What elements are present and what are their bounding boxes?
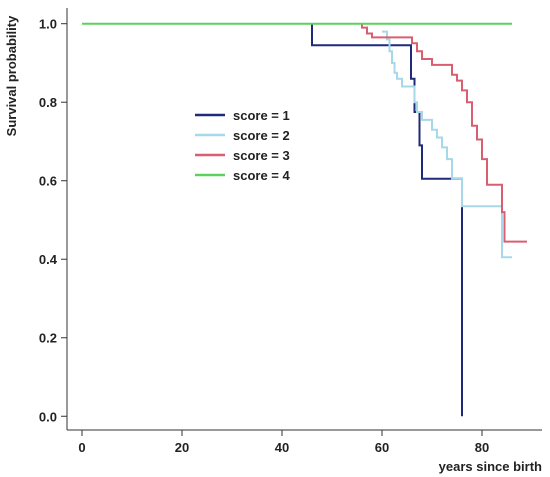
x-tick-label: 80 xyxy=(475,440,489,455)
y-axis-title: Survival probability xyxy=(4,15,19,136)
series-line-score-1 xyxy=(311,23,463,417)
legend-label-score-4: score = 4 xyxy=(233,168,291,183)
x-tick-label: 0 xyxy=(78,440,85,455)
legend-label-score-1: score = 1 xyxy=(233,108,290,123)
y-tick-label: 0.8 xyxy=(39,95,57,110)
x-tick-label: 20 xyxy=(175,440,189,455)
series-line-score-2 xyxy=(382,30,512,259)
series-layer xyxy=(82,22,527,417)
y-tick-label: 0.2 xyxy=(39,331,57,346)
y-tick-label: 0.4 xyxy=(39,252,58,267)
plot-area: 0 20 40 60 80 0.0 0.2 0.4 0.6 0.8 1.0 xyxy=(39,8,542,455)
y-tick-label: 0.0 xyxy=(39,409,57,424)
x-tick-label: 60 xyxy=(375,440,389,455)
x-ticks: 0 20 40 60 80 xyxy=(78,430,489,455)
y-tick-label: 1.0 xyxy=(39,17,57,32)
y-ticks: 0.0 0.2 0.4 0.6 0.8 1.0 xyxy=(39,17,67,424)
y-tick-label: 0.6 xyxy=(39,174,57,189)
legend-label-score-3: score = 3 xyxy=(233,148,290,163)
series-line-score-3 xyxy=(361,23,527,243)
x-axis-title: years since birth xyxy=(439,459,542,474)
x-tick-label: 40 xyxy=(275,440,289,455)
legend: score = 1 score = 2 score = 3 score = 4 xyxy=(195,108,291,183)
legend-label-score-2: score = 2 xyxy=(233,128,290,143)
